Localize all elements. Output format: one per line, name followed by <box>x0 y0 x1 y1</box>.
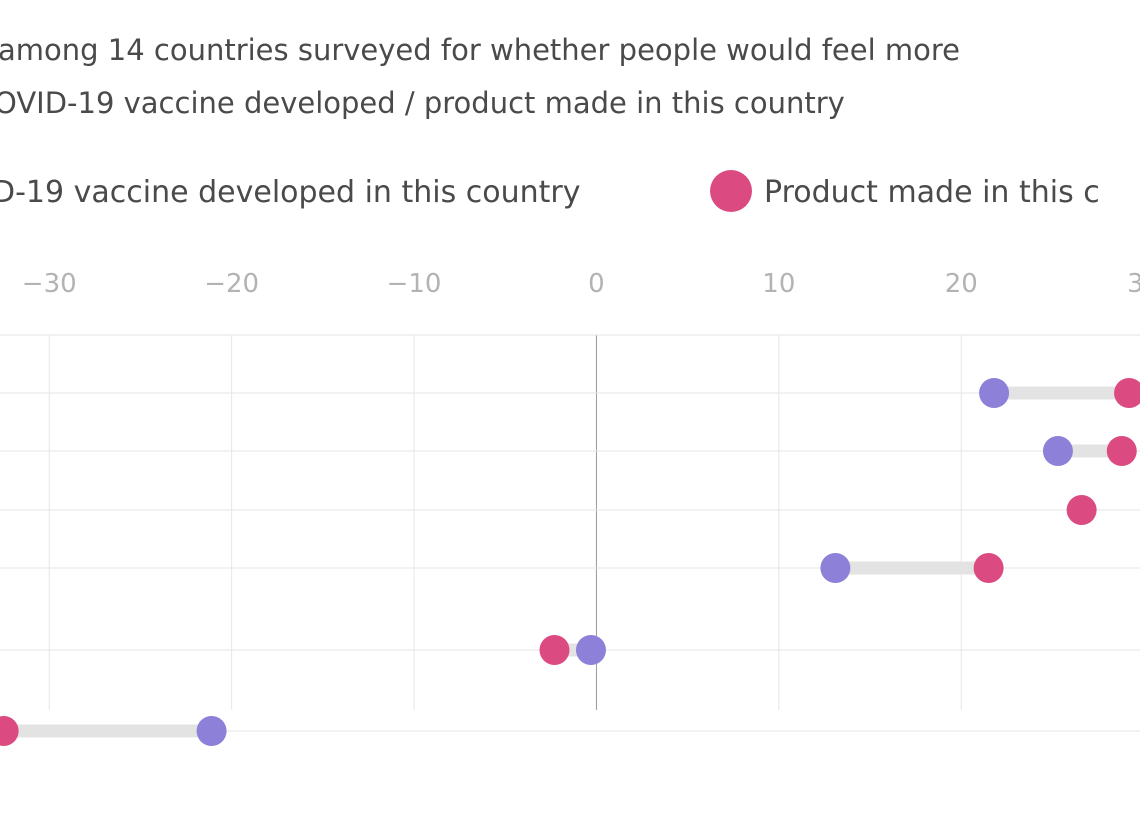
dot <box>1042 436 1073 466</box>
dot <box>575 635 606 665</box>
legend-swatch <box>710 170 752 212</box>
x-tick-label: −10 <box>387 269 442 299</box>
x-tick-label: 30 <box>1127 269 1140 299</box>
dot <box>1106 436 1137 466</box>
dot <box>1114 378 1140 408</box>
legend-label: D-19 vaccine developed in this country <box>0 175 580 210</box>
dot <box>196 716 227 746</box>
dot <box>0 716 19 746</box>
dot <box>973 553 1004 583</box>
x-tick-label: −20 <box>204 269 259 299</box>
dot <box>1066 495 1097 525</box>
x-tick-label: 20 <box>945 269 978 299</box>
chart-subtitle: OVID-19 vaccine developed / product made… <box>0 86 845 120</box>
dot <box>539 635 570 665</box>
x-tick-label: −30 <box>22 269 77 299</box>
legend-label: Product made in this c <box>764 175 1100 210</box>
x-tick-label: 10 <box>762 269 795 299</box>
x-tick-label: 0 <box>588 269 605 299</box>
chart-title: among 14 countries surveyed for whether … <box>0 33 960 67</box>
legend: D-19 vaccine developed in this country Pr… <box>0 170 1100 212</box>
dot <box>820 553 851 583</box>
dot <box>979 378 1010 408</box>
